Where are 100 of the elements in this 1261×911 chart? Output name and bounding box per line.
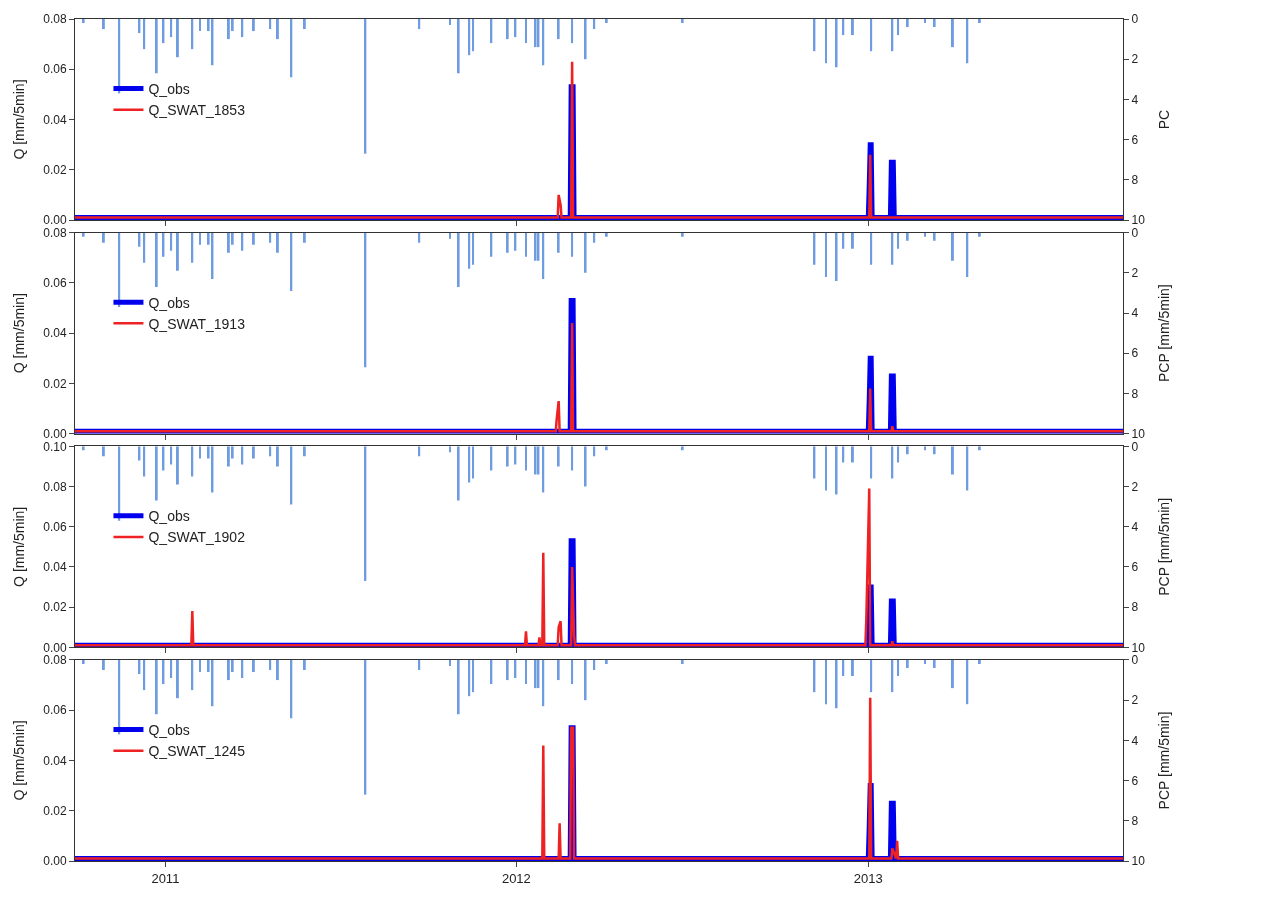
- y2-tick-label: 2: [1131, 266, 1139, 281]
- bar: [170, 19, 173, 38]
- y-tick-label: 0.08: [43, 225, 67, 240]
- y2-tick-label: 8: [1131, 600, 1139, 615]
- y2-tick-label: 2: [1131, 479, 1139, 494]
- legend-label: Q_SWAT_1853: [148, 102, 246, 119]
- bar: [252, 232, 255, 245]
- bar: [176, 232, 179, 271]
- legend-label: Q_obs: [148, 294, 190, 311]
- bar: [605, 232, 608, 237]
- bar: [951, 659, 954, 689]
- bar: [825, 19, 827, 64]
- y-axis-title: Q [mm/5min]: [10, 79, 27, 160]
- bar: [269, 659, 272, 671]
- y2-tick-label: 0: [1131, 225, 1139, 240]
- bar: [933, 659, 936, 669]
- legend-label: Q_SWAT_1245: [148, 743, 246, 760]
- y2-tick-label: 10: [1131, 640, 1146, 655]
- bar: [897, 659, 900, 677]
- bar: [227, 19, 230, 40]
- bar: [82, 19, 85, 24]
- bar: [506, 659, 509, 681]
- bar: [457, 232, 460, 287]
- bar: [906, 232, 909, 241]
- bar: [951, 232, 954, 261]
- bar: [681, 19, 684, 24]
- y2-tick-label: 0: [1131, 439, 1139, 454]
- bar: [835, 19, 838, 68]
- bar: [155, 232, 158, 287]
- y-axis-title: Q [mm/5min]: [10, 506, 27, 587]
- line-series: [75, 60, 1124, 219]
- bar: [252, 19, 255, 32]
- bar: [227, 446, 230, 467]
- bar: [269, 232, 272, 243]
- bar: [176, 19, 179, 58]
- y-tick-label: 0.02: [43, 600, 67, 615]
- bar: [593, 232, 596, 243]
- y-tick-label: 0.06: [43, 276, 67, 291]
- y2-tick-label: 6: [1131, 132, 1139, 147]
- bar: [276, 232, 279, 253]
- bar: [252, 446, 255, 459]
- bar: [102, 659, 105, 671]
- bar: [102, 446, 105, 457]
- bar: [252, 659, 255, 673]
- bar: [870, 19, 873, 52]
- bar: [276, 19, 279, 40]
- bar: [870, 232, 873, 265]
- bar: [525, 19, 527, 44]
- bar: [468, 19, 471, 56]
- bar: [449, 232, 451, 239]
- y2-tick-label: 6: [1131, 560, 1139, 575]
- y-tick-label: 0.00: [43, 213, 67, 228]
- bar: [571, 659, 574, 685]
- bar: [102, 19, 105, 30]
- legend-label: Q_obs: [148, 721, 190, 738]
- bar: [906, 659, 909, 669]
- bar: [227, 232, 230, 253]
- bar: [143, 19, 146, 50]
- bar: [571, 446, 574, 471]
- y2-tick-label: 4: [1131, 92, 1139, 107]
- bar: [870, 659, 873, 693]
- bar: [82, 232, 85, 237]
- bar: [605, 19, 608, 24]
- legend-label: Q_obs: [148, 508, 190, 525]
- bar: [906, 446, 909, 455]
- bar: [472, 232, 475, 265]
- bar: [906, 19, 909, 28]
- y2-axis-title: PCP [mm/5min]: [1156, 711, 1173, 810]
- y-tick-label: 0.06: [43, 62, 67, 77]
- y-tick-label: 0.08: [43, 479, 67, 494]
- y-tick-label: 0.04: [43, 560, 67, 575]
- legend-label: Q_SWAT_1913: [148, 315, 246, 332]
- bar: [143, 232, 146, 263]
- bar: [303, 659, 306, 671]
- y2-tick-label: 4: [1131, 306, 1139, 321]
- bar: [472, 446, 475, 479]
- bar: [835, 659, 838, 709]
- bar: [418, 232, 421, 243]
- bar: [468, 232, 471, 269]
- y2-tick-label: 2: [1131, 52, 1139, 67]
- bar: [102, 232, 105, 243]
- bar: [82, 659, 85, 664]
- y2-tick-label: 6: [1131, 346, 1139, 361]
- bar: [584, 232, 587, 273]
- bar: [924, 19, 926, 24]
- x-tick-label: 2012: [501, 870, 531, 886]
- y-tick-label: 0.02: [43, 376, 67, 391]
- bar: [557, 446, 560, 467]
- bar: [269, 19, 272, 30]
- bar: [933, 19, 936, 28]
- y2-tick-label: 10: [1131, 854, 1146, 869]
- y-axis-title: Q [mm/5min]: [10, 293, 27, 374]
- bar: [457, 446, 460, 501]
- bar: [851, 232, 854, 249]
- y-tick-label: 0.00: [43, 426, 67, 441]
- bar: [525, 232, 527, 257]
- bar: [825, 659, 827, 705]
- bar: [276, 659, 279, 681]
- bar: [571, 19, 574, 44]
- y-tick-label: 0.08: [43, 653, 67, 668]
